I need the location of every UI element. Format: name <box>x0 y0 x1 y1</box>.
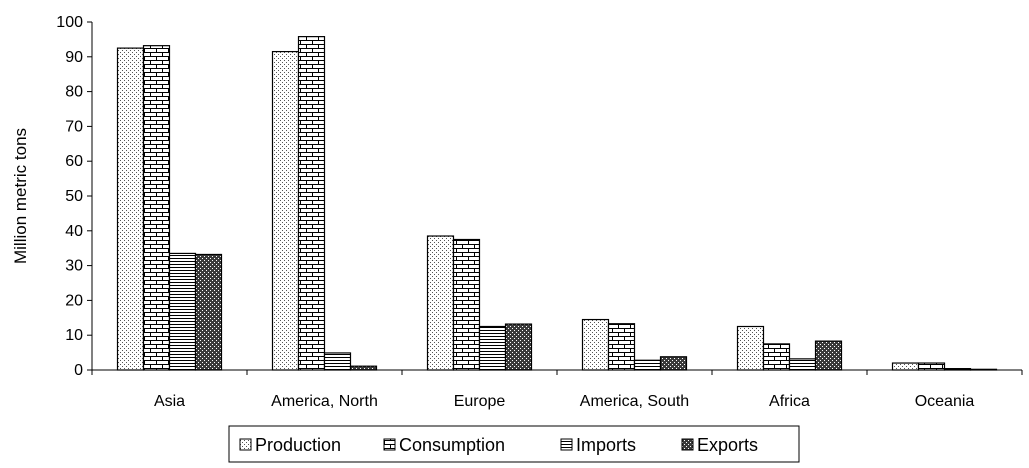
bar-production <box>271 50 300 371</box>
y-axis-title: Million metric tons <box>11 128 30 264</box>
bar-imports <box>168 252 197 371</box>
legend-box <box>228 425 800 463</box>
legend-label-imports: Imports <box>576 435 636 455</box>
legend-swatch-consumption <box>383 438 396 451</box>
x-category-label: Asia <box>154 393 185 410</box>
legend-swatch-exports <box>681 438 694 451</box>
bar-production <box>581 318 610 371</box>
x-category-label: Oceania <box>915 393 975 410</box>
bar-exports <box>194 253 223 371</box>
x-category-label: Europe <box>454 393 506 410</box>
bar-consumption <box>607 323 636 371</box>
bar-exports <box>814 340 843 371</box>
bar-exports <box>504 323 533 371</box>
bar-exports <box>349 365 378 371</box>
bar-production <box>426 235 455 371</box>
y-tick-label: 10 <box>65 327 83 344</box>
y-tick-label: 30 <box>65 258 83 275</box>
plot-area: 0 10 20 30 40 50 60 70 80 90 100 Asia America, North… <box>56 14 1023 410</box>
y-tick-label: 100 <box>56 14 83 31</box>
bar-consumption <box>452 238 481 371</box>
legend-label-exports: Exports <box>697 435 758 455</box>
y-tick-label: 80 <box>65 84 83 101</box>
bar-imports <box>788 358 817 371</box>
x-category-label: America, North <box>271 393 378 410</box>
bar-exports <box>659 356 688 371</box>
y-tick-label: 20 <box>65 292 83 309</box>
bar-production <box>116 47 145 371</box>
bar-imports <box>633 359 662 371</box>
bar-imports <box>943 368 972 371</box>
bar-consumption <box>917 362 946 371</box>
y-tick-label: 50 <box>65 188 83 205</box>
y-tick-label: 60 <box>65 153 83 170</box>
y-tick-label: 90 <box>65 49 83 66</box>
legend: Production Consumption Imports Exports <box>228 425 800 463</box>
bar-consumption <box>762 343 791 371</box>
legend-label-consumption: Consumption <box>399 435 505 455</box>
x-category-label: Africa <box>769 393 810 410</box>
bar-production <box>736 325 765 371</box>
bar-consumption <box>142 45 171 371</box>
y-tick-label: 0 <box>74 362 83 379</box>
y-tick-label: 40 <box>65 223 83 240</box>
legend-label-production: Production <box>255 435 341 455</box>
x-category-label: America, South <box>580 393 689 410</box>
bar-production <box>891 362 920 371</box>
bar-consumption <box>297 36 326 371</box>
y-tick-label: 70 <box>65 118 83 135</box>
legend-swatch-production <box>239 438 252 451</box>
bar-imports <box>478 325 507 371</box>
bar-exports <box>969 368 998 371</box>
bar-imports <box>323 352 352 371</box>
legend-swatch-imports <box>560 438 573 451</box>
